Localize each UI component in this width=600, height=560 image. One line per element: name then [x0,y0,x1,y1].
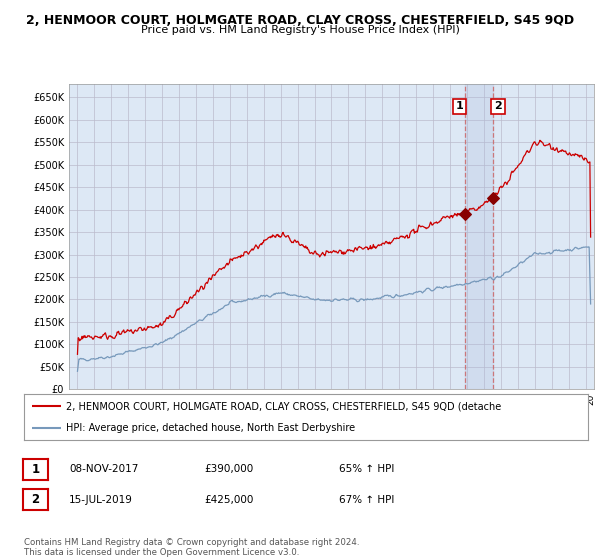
Text: £390,000: £390,000 [204,464,253,474]
Text: 65% ↑ HPI: 65% ↑ HPI [339,464,394,474]
Text: 2, HENMOOR COURT, HOLMGATE ROAD, CLAY CROSS, CHESTERFIELD, S45 9QD (detache: 2, HENMOOR COURT, HOLMGATE ROAD, CLAY CR… [66,401,502,411]
Text: 08-NOV-2017: 08-NOV-2017 [69,464,139,474]
Text: 67% ↑ HPI: 67% ↑ HPI [339,494,394,505]
Point [460,209,469,218]
Text: 2: 2 [494,101,502,111]
Text: Price paid vs. HM Land Registry's House Price Index (HPI): Price paid vs. HM Land Registry's House … [140,25,460,35]
Text: 2, HENMOOR COURT, HOLMGATE ROAD, CLAY CROSS, CHESTERFIELD, S45 9QD: 2, HENMOOR COURT, HOLMGATE ROAD, CLAY CR… [26,14,574,27]
Text: 2: 2 [31,493,40,506]
Text: £425,000: £425,000 [204,494,253,505]
Text: 1: 1 [455,101,463,111]
Point [488,194,498,203]
Text: 15-JUL-2019: 15-JUL-2019 [69,494,133,505]
Text: HPI: Average price, detached house, North East Derbyshire: HPI: Average price, detached house, Nort… [66,423,355,433]
Bar [464,84,493,389]
Text: Contains HM Land Registry data © Crown copyright and database right 2024.
This d: Contains HM Land Registry data © Crown c… [24,538,359,557]
Text: 1: 1 [31,463,40,476]
